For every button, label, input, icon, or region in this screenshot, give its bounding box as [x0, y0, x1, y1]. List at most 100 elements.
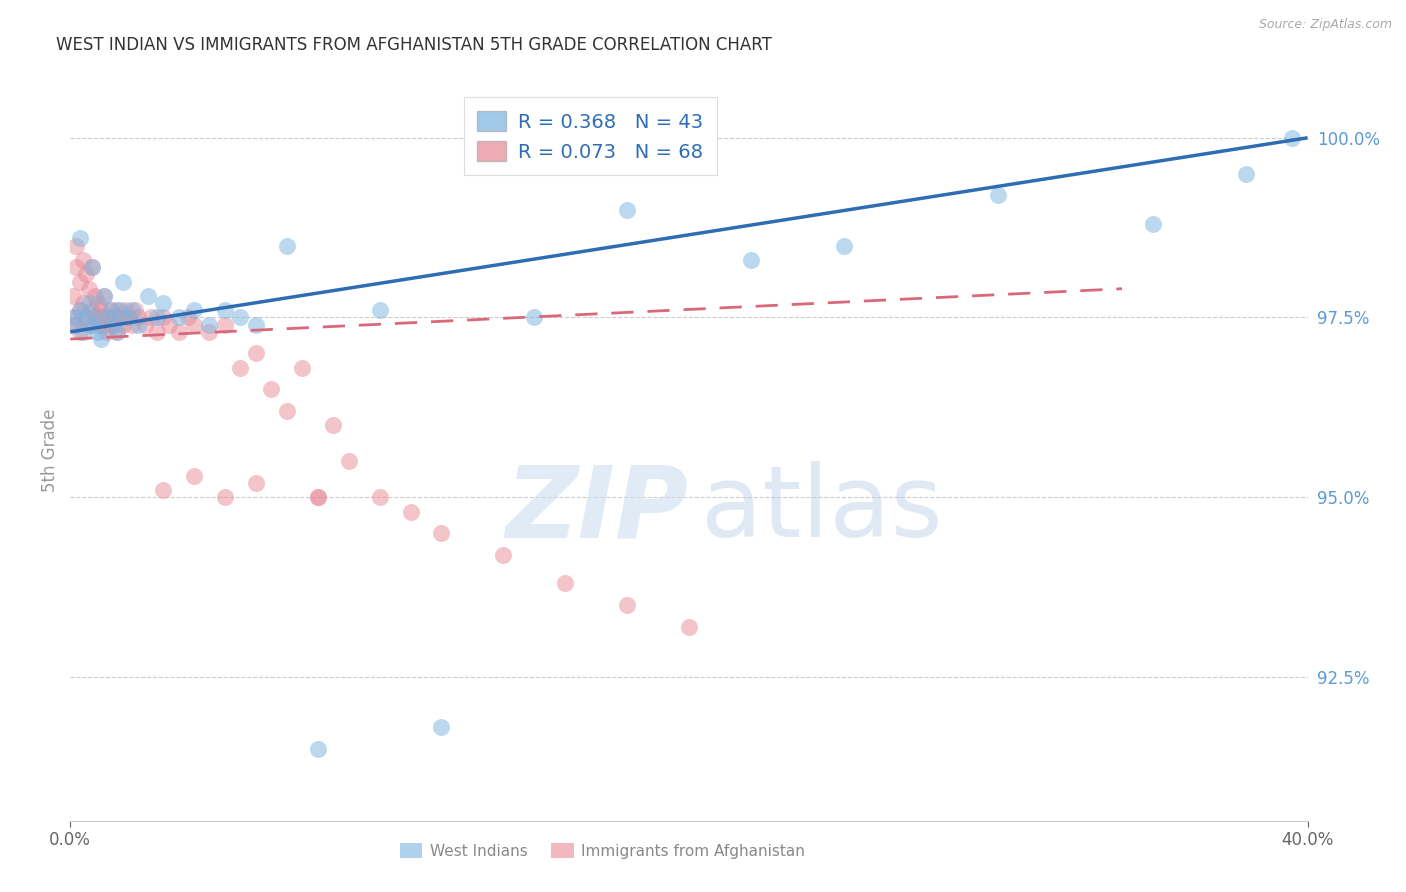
Point — [100, 318, 122, 332]
Point — [214, 303, 236, 318]
Point — [152, 483, 174, 497]
Point — [118, 310, 141, 325]
Point — [177, 310, 200, 325]
Point — [245, 346, 267, 360]
Point — [87, 318, 110, 332]
Point — [229, 360, 252, 375]
Point — [80, 260, 103, 275]
Point — [183, 318, 205, 332]
Legend: West Indians, Immigrants from Afghanistan: West Indians, Immigrants from Afghanista… — [394, 837, 811, 865]
Point — [90, 332, 112, 346]
Point — [62, 310, 84, 325]
Point — [65, 260, 87, 275]
Point — [121, 318, 143, 332]
Point — [616, 598, 638, 612]
Point — [146, 310, 169, 325]
Point — [90, 303, 112, 318]
Point — [139, 310, 162, 325]
Point — [492, 548, 515, 562]
Point — [108, 310, 131, 325]
Point — [80, 318, 103, 332]
Point — [84, 310, 107, 325]
Point — [430, 526, 453, 541]
Point — [93, 318, 115, 332]
Point — [146, 325, 169, 339]
Point — [152, 296, 174, 310]
Point — [69, 303, 91, 318]
Point — [134, 318, 156, 332]
Point — [245, 318, 267, 332]
Point — [1142, 217, 1164, 231]
Point — [96, 310, 118, 325]
Point — [276, 404, 298, 418]
Point — [430, 720, 453, 734]
Point — [103, 318, 125, 332]
Point — [554, 576, 576, 591]
Point — [105, 325, 128, 339]
Point — [69, 303, 91, 318]
Point — [87, 296, 110, 310]
Point — [75, 310, 97, 325]
Point — [124, 303, 146, 318]
Point — [987, 188, 1010, 202]
Point — [245, 475, 267, 490]
Point — [93, 289, 115, 303]
Point — [183, 303, 205, 318]
Point — [167, 325, 190, 339]
Point — [157, 318, 180, 332]
Point — [115, 310, 138, 325]
Point — [72, 325, 94, 339]
Point — [127, 310, 149, 325]
Point — [127, 318, 149, 332]
Point — [229, 310, 252, 325]
Point — [80, 260, 103, 275]
Point — [136, 289, 159, 303]
Point — [80, 303, 103, 318]
Point — [105, 325, 128, 339]
Point — [105, 303, 128, 318]
Point — [368, 303, 391, 318]
Point — [183, 468, 205, 483]
Point — [100, 303, 122, 318]
Point — [1281, 130, 1303, 145]
Point — [322, 418, 344, 433]
Point — [69, 231, 91, 245]
Point — [65, 238, 87, 252]
Point — [77, 318, 100, 332]
Point — [103, 310, 125, 325]
Point — [69, 325, 91, 339]
Point — [62, 289, 84, 303]
Point — [276, 238, 298, 252]
Point — [523, 310, 546, 325]
Point — [832, 238, 855, 252]
Point — [307, 490, 329, 504]
Point — [678, 619, 700, 633]
Point — [90, 310, 112, 325]
Text: atlas: atlas — [702, 461, 943, 558]
Point — [167, 310, 190, 325]
Point — [214, 490, 236, 504]
Point — [260, 383, 283, 397]
Point — [214, 318, 236, 332]
Point — [1234, 167, 1257, 181]
Point — [84, 289, 107, 303]
Point — [152, 310, 174, 325]
Point — [616, 202, 638, 217]
Point — [111, 275, 134, 289]
Text: ZIP: ZIP — [506, 461, 689, 558]
Point — [75, 268, 97, 282]
Point — [100, 303, 122, 318]
Point — [96, 310, 118, 325]
Point — [399, 504, 422, 518]
Point — [72, 252, 94, 267]
Point — [198, 318, 221, 332]
Y-axis label: 5th Grade: 5th Grade — [41, 409, 59, 492]
Point — [87, 325, 110, 339]
Text: Source: ZipAtlas.com: Source: ZipAtlas.com — [1258, 18, 1392, 31]
Point — [121, 303, 143, 318]
Point — [65, 310, 87, 325]
Point — [740, 252, 762, 267]
Point — [291, 360, 314, 375]
Point — [65, 318, 87, 332]
Point — [84, 310, 107, 325]
